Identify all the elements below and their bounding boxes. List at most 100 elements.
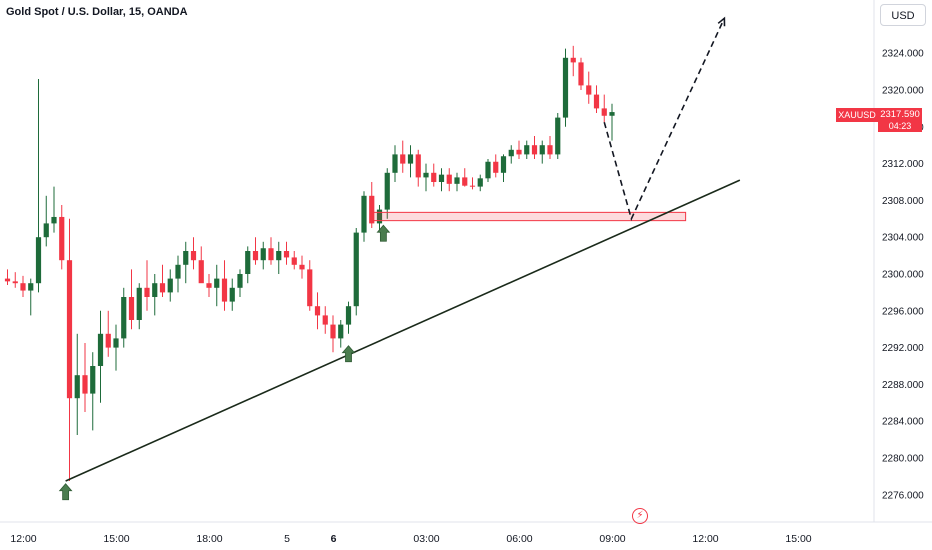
candle-body	[446, 174, 452, 184]
candle	[20, 275, 26, 297]
candle	[384, 168, 390, 219]
candle	[547, 136, 553, 159]
candle-body	[4, 278, 11, 282]
y-tick-label: 2324.000	[882, 49, 924, 60]
candle-body	[353, 232, 359, 307]
candle-body	[524, 145, 530, 155]
candle-body	[338, 324, 344, 339]
candle-body	[175, 264, 181, 279]
chart-title: Gold Spot / U.S. Dollar, 15, OANDA	[6, 6, 188, 18]
candle	[82, 343, 88, 412]
candle-body	[35, 237, 42, 284]
candle-body	[66, 260, 73, 399]
x-tick-label: 12:00	[692, 533, 718, 545]
candle	[268, 237, 274, 265]
x-tick-label: 03:00	[413, 533, 439, 545]
currency-button[interactable]: USD	[880, 4, 926, 26]
candle-body	[276, 251, 282, 261]
candle	[314, 292, 321, 330]
candle	[322, 306, 328, 334]
trendline	[65, 179, 741, 482]
candle-body	[369, 195, 375, 224]
candle-body	[221, 278, 228, 302]
candle-body	[206, 283, 212, 288]
candle-body	[159, 283, 166, 293]
candle	[570, 45, 576, 77]
y-tick-label: 2312.000	[882, 159, 924, 170]
candle-body	[400, 154, 406, 164]
x-tick-label: 18:00	[196, 533, 222, 545]
candle-body	[539, 145, 545, 155]
candle-body	[438, 174, 445, 182]
candle	[423, 163, 429, 192]
candle-body	[562, 57, 569, 118]
candle	[237, 269, 243, 297]
candle	[159, 264, 166, 297]
candle	[500, 154, 507, 182]
candle-body	[469, 185, 476, 187]
candle	[121, 287, 127, 348]
candle-body	[384, 172, 390, 210]
candle	[105, 310, 111, 357]
y-tick-label: 2276.000	[882, 490, 924, 501]
candles-group	[4, 45, 615, 481]
candle	[485, 159, 491, 182]
candle-body	[593, 94, 600, 109]
x-tick-label: 15:00	[103, 533, 129, 545]
candle-body	[330, 324, 336, 339]
candle-body	[407, 154, 414, 164]
candle-body	[307, 269, 313, 307]
x-tick-label: 06:00	[506, 533, 532, 545]
y-tick-label: 2288.000	[882, 380, 924, 391]
up-arrow-icon	[376, 224, 391, 242]
candle-body	[28, 283, 34, 291]
candle-body	[74, 375, 80, 399]
candle-body	[51, 216, 57, 224]
candle-body	[229, 287, 235, 302]
candle-body	[493, 161, 499, 173]
lightning-icon[interactable]: ⚡	[632, 508, 648, 524]
candle-body	[260, 248, 266, 261]
candle-body	[392, 154, 398, 173]
candle	[438, 168, 445, 192]
candle	[144, 260, 150, 311]
price-tag-symbol: XAUUSD	[836, 108, 878, 122]
price-tag-price: 2317.590	[878, 108, 922, 121]
candle-body	[431, 172, 437, 182]
y-tick-label: 2292.000	[882, 343, 924, 354]
candle-body	[268, 248, 274, 261]
candle	[477, 174, 483, 192]
annotations-group	[58, 16, 741, 501]
candle	[66, 218, 73, 481]
candle	[90, 352, 96, 431]
price-tag-countdown: 04:23	[878, 121, 922, 132]
candle-body	[152, 283, 158, 297]
candle-body	[113, 338, 119, 348]
projection-path	[603, 17, 726, 222]
candle-body	[105, 333, 111, 348]
y-tick-label: 2320.000	[882, 86, 924, 97]
candle	[206, 274, 212, 297]
candle	[400, 140, 406, 173]
candle	[586, 71, 592, 104]
candle	[4, 269, 11, 286]
candle-body	[43, 223, 49, 238]
x-tick-label: 6	[331, 533, 337, 545]
candle-body	[485, 161, 491, 179]
up-arrow-icon	[58, 483, 73, 501]
candle	[59, 205, 65, 270]
candle	[539, 140, 545, 164]
candle	[183, 241, 189, 284]
candle-body	[136, 287, 142, 320]
candle	[593, 85, 600, 113]
candle	[252, 237, 259, 265]
x-tick-label: 5	[284, 533, 290, 545]
candle-body	[322, 315, 328, 325]
candle	[555, 113, 561, 159]
candle	[609, 103, 615, 141]
candle	[214, 264, 220, 307]
candle-body	[454, 177, 460, 184]
candle	[299, 255, 305, 279]
candle	[74, 333, 80, 435]
